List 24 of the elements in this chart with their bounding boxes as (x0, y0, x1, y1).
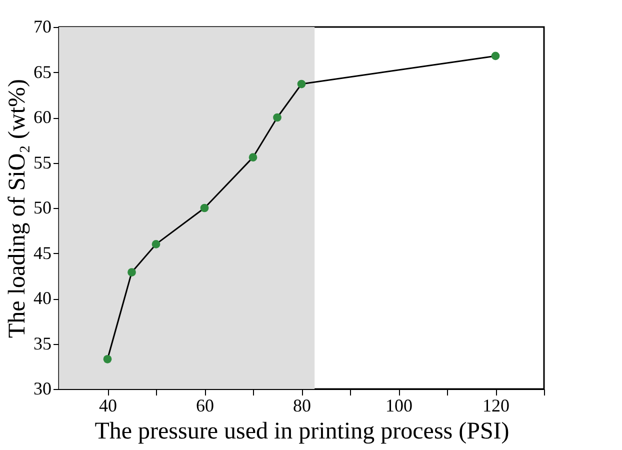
point (103, 354, 112, 364)
y-tick-label: 40 (34, 288, 52, 308)
x-tick-label: 80 (293, 396, 311, 416)
x-tick-label: 120 (482, 396, 510, 416)
y-tick-label: 35 (34, 333, 52, 354)
point (297, 80, 306, 88)
y-tick-label: 30 (34, 378, 52, 398)
y-tick-label: 50 (34, 198, 52, 218)
y-axis-title: The loading of SiO₂ (wt%) (4, 79, 30, 338)
x-tick-label: 60 (196, 396, 214, 416)
point (248, 153, 258, 162)
x-tick-label: 100 (386, 396, 412, 416)
x-axis-title: The pressure used in printing process (PSI) (94, 418, 510, 444)
point (491, 52, 500, 60)
point (152, 240, 160, 248)
y-tick-label: 65 (34, 62, 52, 82)
y-tick-label: 45 (34, 242, 52, 263)
point (273, 113, 282, 122)
point (200, 204, 209, 212)
x-tick-label: 40 (99, 396, 117, 416)
y-tick-label: 70 (34, 16, 52, 36)
point (128, 268, 136, 276)
y-tick-label: 55 (34, 152, 52, 172)
y-tick-label: 60 (34, 107, 52, 127)
